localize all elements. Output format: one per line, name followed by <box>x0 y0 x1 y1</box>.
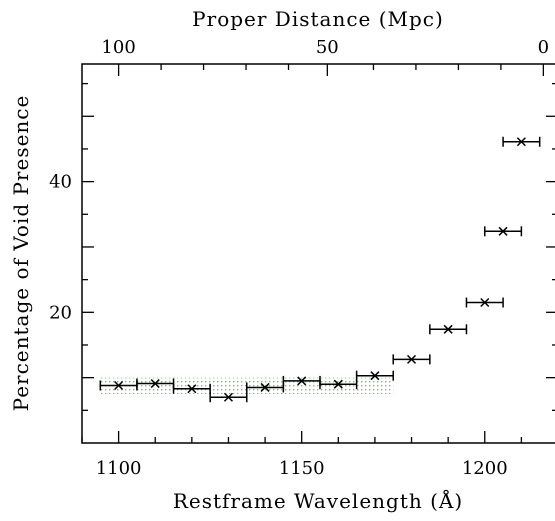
data-point <box>429 324 468 335</box>
data-point <box>282 375 321 386</box>
data-point <box>484 226 523 237</box>
cross-marker <box>260 382 270 392</box>
y-tick-label: 20 <box>49 302 72 323</box>
plot-frame <box>81 63 555 444</box>
cross-marker <box>333 379 343 389</box>
y-tick-label: 40 <box>49 172 72 193</box>
x-tick-label: 1100 <box>96 458 142 479</box>
cross-marker <box>187 384 197 394</box>
cross-marker <box>480 297 490 308</box>
data-point <box>355 370 394 381</box>
data-point <box>502 136 541 147</box>
x-tick-label: 1150 <box>279 458 325 479</box>
data-point <box>319 379 358 390</box>
data-point <box>392 354 431 365</box>
y-axis-title: Percentage of Void Presence <box>9 95 33 412</box>
data-point <box>465 297 504 308</box>
cross-marker <box>498 226 508 236</box>
cross-marker <box>114 380 124 391</box>
data-point <box>209 392 248 403</box>
data-point <box>136 378 175 389</box>
cross-marker <box>516 137 526 147</box>
cross-marker <box>150 379 160 389</box>
x-tick-label: 1200 <box>462 458 508 479</box>
cross-marker <box>407 354 417 364</box>
data-point <box>172 383 211 394</box>
cross-marker <box>370 371 380 381</box>
cross-marker <box>223 392 233 402</box>
top-tick-label: 50 <box>316 37 339 58</box>
data-point <box>246 382 285 393</box>
top-tick-label: 0 <box>538 37 549 58</box>
x-axis-title: Restframe Wavelength (Å) <box>173 488 463 513</box>
top-tick-label: 100 <box>101 37 135 58</box>
cross-marker <box>443 324 453 334</box>
top-axis-title: Proper Distance (Mpc) <box>192 7 444 31</box>
cross-marker <box>297 376 307 386</box>
